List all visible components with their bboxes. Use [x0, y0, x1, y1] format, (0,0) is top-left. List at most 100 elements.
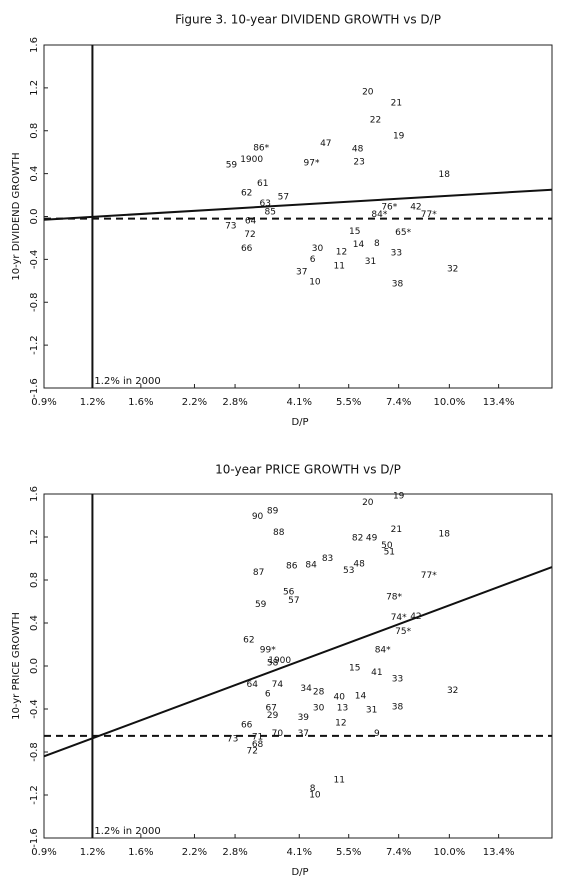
point-label: 38 [392, 280, 404, 290]
point-label: 31 [365, 257, 376, 267]
point-label: 6 [265, 689, 271, 699]
point-label: 53 [343, 566, 354, 576]
point-label: 32 [447, 265, 458, 275]
y-axis-label: 10-yr PRICE GROWTH [11, 612, 22, 720]
point-label: 31 [366, 706, 377, 716]
point-label: 48 [353, 559, 365, 569]
point-label: 58 [267, 658, 279, 668]
x-tick-label: 4.1% [287, 397, 312, 408]
x-tick-label: 0.9% [31, 847, 56, 858]
point-label: 12 [336, 247, 347, 257]
point-label: 82 [352, 534, 363, 544]
x-tick-label: 2.8% [222, 397, 247, 408]
point-label: 39 [298, 713, 310, 723]
y-tick-label: -0.4 [29, 699, 40, 719]
point-label: 11 [334, 775, 345, 785]
point-label: 6 [310, 255, 316, 265]
y-axis-label: 10-yr DIVIDEND GROWTH [11, 152, 22, 280]
y-tick-label: -1.6 [29, 828, 40, 848]
point-label: 86 [286, 562, 298, 572]
point-label: 12 [335, 718, 346, 728]
point-label: 28 [313, 687, 325, 697]
x-tick-label: 1.6% [128, 397, 153, 408]
point-label: 19 [393, 492, 405, 502]
point-label: 42 [410, 612, 421, 622]
point-label: 85 [264, 208, 275, 218]
point-label: 62 [243, 636, 254, 646]
point-label: 49 [366, 534, 378, 544]
x-tick-label: 4.1% [287, 847, 312, 858]
point-label: 97* [304, 158, 320, 168]
point-label: 68 [252, 740, 264, 750]
point-label: 51 [384, 548, 395, 558]
x-tick-label: 13.4% [483, 847, 515, 858]
point-label: 66 [241, 721, 253, 731]
point-label: 56 [283, 587, 295, 597]
plot-frame [43, 493, 553, 839]
point-label: 9 [374, 729, 380, 739]
point-label: 10 [309, 791, 321, 801]
y-tick-label: -1.6 [29, 378, 40, 398]
point-label: 15 [349, 664, 360, 674]
point-label: 30 [312, 244, 324, 254]
x-tick-label: 5.5% [336, 847, 361, 858]
point-label: 61 [257, 179, 268, 189]
point-label: 75* [395, 627, 411, 637]
y-tick-label: 1.6 [29, 37, 40, 53]
point-label: 37 [298, 729, 309, 739]
chart-title: 10-year PRICE GROWTH vs D/P [215, 463, 401, 477]
point-label: 21 [391, 98, 402, 108]
x-tick-label: 7.4% [386, 847, 411, 858]
chart-title: Figure 3. 10-year DIVIDEND GROWTH vs D/P [175, 13, 441, 27]
x-tick-label: 2.2% [182, 847, 207, 858]
x-axis-label: D/P [291, 417, 308, 428]
x-tick-label: 13.4% [483, 397, 515, 408]
point-label: 18 [438, 170, 450, 180]
point-label: 57 [288, 596, 299, 606]
y-tick-label: 0.8 [29, 572, 40, 588]
point-label: 59 [226, 161, 238, 171]
x-tick-label: 1.6% [128, 847, 153, 858]
point-label: 32 [447, 686, 458, 696]
point-label: 47 [320, 139, 331, 149]
point-label: 62 [241, 188, 252, 198]
x-tick-label: 0.9% [31, 397, 56, 408]
point-label: 33 [392, 674, 403, 684]
point-label: 8 [374, 239, 380, 249]
fit-line [43, 188, 553, 221]
point-label: 84* [371, 210, 387, 220]
x-tick-label: 5.5% [336, 397, 361, 408]
point-label: 33 [391, 248, 402, 258]
x-tick-label: 10.0% [433, 397, 465, 408]
y-tick-label: 0.4 [29, 166, 40, 182]
point-label: 77* [421, 571, 437, 581]
point-label: 29 [267, 711, 279, 721]
y-tick-label: -0.8 [29, 742, 40, 762]
y-tick-label: -0.8 [29, 292, 40, 312]
point-label: 13 [337, 703, 348, 713]
point-label: 84* [375, 645, 391, 655]
y-tick-label: 0.0 [29, 658, 40, 674]
point-label: 89 [267, 507, 279, 517]
point-label: 73 [225, 222, 236, 232]
x-tick-label: 7.4% [386, 397, 411, 408]
x-axis-label: D/P [291, 867, 308, 878]
annotation: 1.2% in 2000 [94, 376, 160, 387]
point-label: 63 [260, 199, 271, 209]
point-label: 90 [252, 512, 264, 522]
point-label: 67 [265, 703, 276, 713]
fit-line [43, 566, 553, 758]
point-label: 37 [296, 268, 307, 278]
point-label: 64 [245, 216, 257, 226]
x-tick-label: 1.2% [80, 397, 105, 408]
point-label: 87 [253, 568, 264, 578]
point-label: 72 [244, 230, 255, 240]
x-tick-label: 2.2% [182, 397, 207, 408]
point-label: 19 [393, 132, 405, 142]
point-label: 1900 [268, 656, 291, 666]
point-label: 21 [391, 525, 402, 535]
point-label: 18 [438, 529, 450, 539]
point-label: 70 [272, 729, 284, 739]
point-label: 42 [410, 202, 421, 212]
